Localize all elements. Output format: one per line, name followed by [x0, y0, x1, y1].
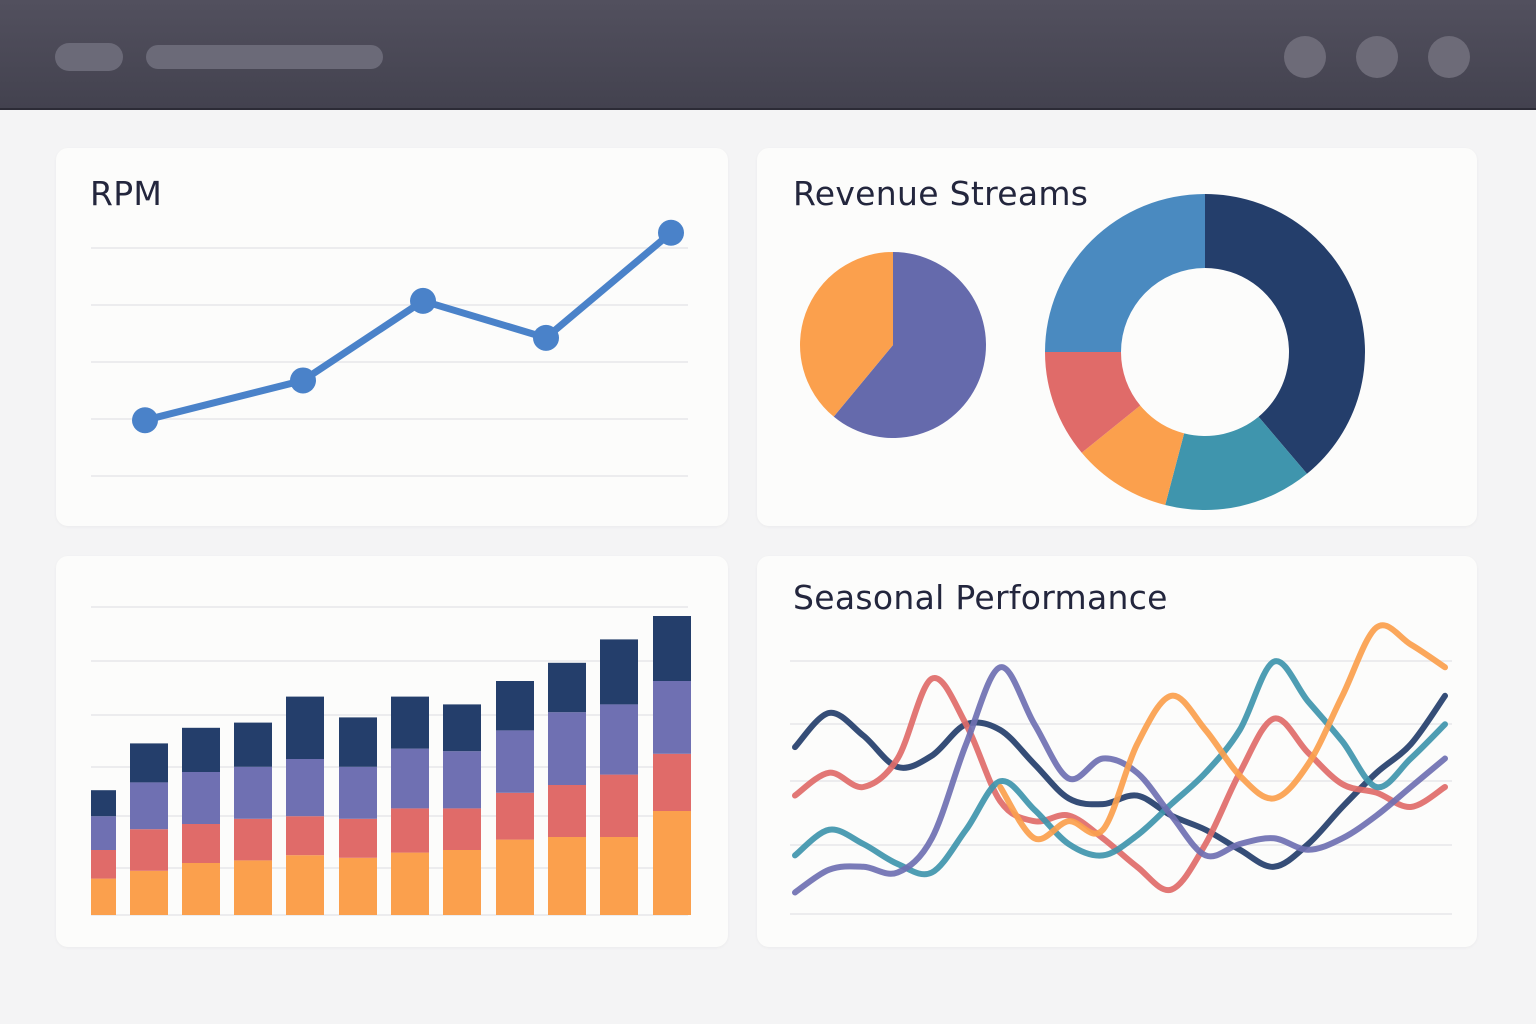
data-point: [410, 287, 436, 314]
bar-segment: [339, 818, 377, 858]
data-point: [290, 367, 316, 394]
bar-segment: [286, 696, 324, 759]
data-point: [658, 219, 684, 246]
bar-segment: [653, 681, 691, 754]
bar-segment: [182, 824, 220, 863]
bar-segment: [443, 850, 481, 915]
donut-slice: [1045, 352, 1141, 453]
bar-segment: [600, 704, 638, 775]
bar-segment: [653, 616, 691, 681]
bar-segment: [182, 863, 220, 915]
bar-segment: [339, 766, 377, 819]
tab-pill[interactable]: [55, 43, 123, 71]
bar-segment: [496, 681, 534, 731]
bar-segment: [653, 811, 691, 915]
bar-segment: [234, 818, 272, 861]
pie-slice: [833, 252, 986, 438]
donut-slice: [1081, 405, 1185, 506]
donut-slice: [1205, 194, 1365, 474]
seasonal-line-chart: [790, 622, 1452, 915]
bar-segment: [130, 829, 168, 871]
revenue-pie-charts: [800, 194, 1365, 510]
bar-segment: [182, 727, 220, 772]
bar-segment: [234, 722, 272, 767]
bar-segment: [496, 839, 534, 915]
revenue-title: Revenue Streams: [793, 174, 1089, 213]
seasonal-title: Seasonal Performance: [793, 578, 1168, 617]
revenue-card: Revenue Streams: [757, 148, 1477, 526]
bar-segment: [600, 774, 638, 837]
bar-segment: [443, 808, 481, 850]
bar-segment: [91, 790, 116, 817]
bar-segment: [443, 704, 481, 752]
bar-segment: [443, 751, 481, 809]
bar-segment: [496, 730, 534, 793]
window-button-2[interactable]: [1356, 36, 1398, 78]
bar-segment: [391, 748, 429, 809]
series-line: [792, 664, 1448, 896]
data-point: [132, 407, 158, 434]
bar-segment: [234, 860, 272, 915]
bar-segment: [391, 808, 429, 853]
titlebar: [0, 0, 1536, 110]
bar-segment: [548, 712, 586, 785]
bar-segment: [339, 857, 377, 915]
bar-segment: [339, 717, 377, 767]
stacked-bar-chart: [91, 606, 691, 916]
bar-segment: [286, 855, 324, 915]
bar-segment: [286, 816, 324, 856]
rpm-title: RPM: [90, 174, 163, 213]
seasonal-card: Seasonal Performance: [757, 556, 1477, 947]
address-bar[interactable]: [146, 45, 383, 69]
donut-slice: [1045, 194, 1205, 352]
data-point: [533, 324, 559, 351]
bar-segment: [600, 639, 638, 705]
stacked-bar-card: [56, 556, 728, 947]
bar-segment: [182, 772, 220, 824]
rpm-card: RPM: [56, 148, 728, 526]
bar-segment: [391, 696, 429, 749]
bar-segment: [286, 759, 324, 817]
bar-segment: [548, 785, 586, 837]
series-line: [792, 658, 1448, 878]
bar-segment: [130, 782, 168, 830]
bar-segment: [130, 870, 168, 915]
bar-segment: [548, 837, 586, 915]
rpm-line: [141, 229, 675, 424]
donut-slice: [1165, 416, 1307, 510]
window-button-1[interactable]: [1284, 36, 1326, 78]
series-line: [792, 675, 1448, 894]
bar-segment: [496, 792, 534, 840]
bar-segment: [234, 766, 272, 819]
pie-slice: [800, 252, 893, 417]
series-line: [997, 622, 1448, 843]
bar-segment: [653, 753, 691, 811]
bar-segment: [91, 816, 116, 850]
bar-segment: [548, 662, 586, 713]
bar-segment: [91, 850, 116, 879]
bar-segment: [91, 878, 116, 915]
bar-segment: [130, 743, 168, 783]
bar-segment: [391, 852, 429, 915]
bar-segment: [600, 837, 638, 915]
rpm-line-chart: [91, 219, 688, 477]
window-button-3[interactable]: [1428, 36, 1470, 78]
